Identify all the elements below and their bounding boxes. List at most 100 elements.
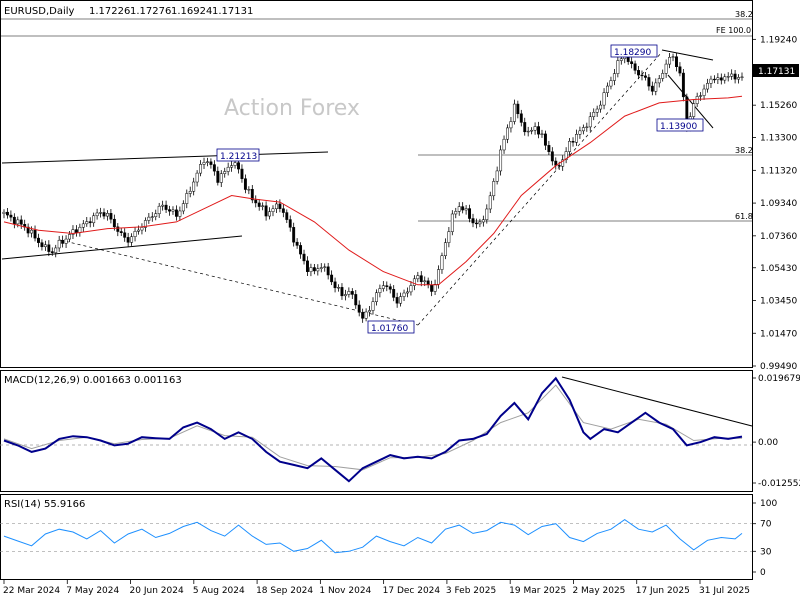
candle-body (171, 209, 175, 212)
candle-body (299, 245, 303, 255)
candle-body (695, 96, 699, 104)
candle-body (330, 274, 334, 283)
candle-body (571, 141, 575, 143)
candle-body (278, 203, 282, 209)
candle-body (126, 237, 130, 243)
macd-tick-label: 0.00 (758, 438, 778, 448)
candle-body (292, 227, 296, 243)
candle (478, 218, 482, 228)
candle-body (71, 229, 75, 235)
candle-body (116, 226, 120, 232)
price-tick-label: 1.11320 (760, 166, 797, 176)
time-tick-label: 31 Jul 2025 (699, 586, 750, 596)
rsi-tick-label: 0 (760, 568, 766, 578)
candle-body (306, 260, 309, 272)
candle-body (733, 73, 737, 80)
candle (299, 242, 303, 259)
candle-body (509, 121, 513, 129)
candle-body (354, 294, 358, 306)
candle (257, 199, 261, 211)
candle (157, 202, 161, 218)
candle (212, 160, 216, 176)
candle (578, 126, 582, 139)
candle-body (633, 63, 637, 71)
candle-body (309, 267, 313, 272)
candle (637, 66, 640, 80)
candle-body (271, 208, 275, 212)
candle-body (499, 149, 503, 172)
candle-body (185, 193, 189, 204)
candle-body (547, 145, 551, 152)
candle (416, 271, 420, 283)
candle (650, 81, 654, 96)
candle (523, 117, 527, 136)
candle-body (233, 162, 237, 166)
candle-body (295, 241, 299, 246)
rsi-panel-border (0, 494, 753, 580)
candle-body (437, 269, 440, 285)
candle-body (447, 231, 451, 243)
candle (2, 209, 6, 219)
candle (323, 263, 327, 272)
candle (171, 206, 175, 215)
candle-body (630, 61, 634, 64)
candle-body (357, 304, 361, 313)
candle (412, 275, 416, 291)
macd-title: MACD(12,26,9) 0.001663 0.001163 (4, 375, 182, 386)
candle (271, 205, 275, 217)
candle (561, 155, 565, 171)
candle-body (154, 213, 158, 217)
candle (71, 225, 75, 239)
price-tick-label: 1.15260 (760, 101, 797, 111)
candle-body (250, 189, 254, 201)
candle-body (709, 78, 713, 84)
candle-body (726, 76, 730, 78)
wedge-lower-line (667, 74, 714, 129)
candle-body (481, 219, 485, 223)
candle-body (174, 209, 178, 217)
rsi-tick-label: 100 (760, 499, 777, 509)
candle (706, 78, 709, 93)
candle-body (312, 267, 316, 272)
candle-body (19, 219, 23, 225)
candle (402, 289, 406, 302)
candle (547, 140, 551, 155)
ohlc-open: 1.17226 (89, 6, 130, 17)
candle (409, 281, 413, 296)
candle (64, 235, 68, 248)
candle (716, 73, 720, 85)
candle (119, 227, 123, 237)
label-1-21213: 1.21213 (220, 152, 257, 162)
candle (226, 162, 230, 176)
candle-body (454, 211, 458, 215)
candle-body (350, 291, 354, 295)
candle-body (592, 112, 596, 118)
candle-body (581, 127, 585, 132)
candle-body (526, 130, 530, 133)
candle (661, 69, 665, 82)
candle (616, 56, 620, 78)
candle (681, 69, 685, 102)
candle (585, 122, 589, 132)
candle (285, 209, 289, 224)
candle-body (378, 288, 382, 294)
candle-body (361, 312, 365, 319)
candle-body (78, 226, 82, 233)
candle-body (395, 297, 399, 304)
candle (471, 213, 475, 228)
candle-body (33, 229, 37, 239)
candle (88, 217, 92, 228)
candle (654, 78, 658, 96)
candle-body (595, 108, 599, 113)
price-axis: 1.19240 1.15260 1.13300 1.11320 1.09340 1.073… (752, 35, 797, 372)
candle (219, 170, 223, 188)
candle (309, 263, 313, 277)
candle-body (702, 88, 706, 96)
candle-body (588, 116, 592, 128)
macd-signal-line (3, 384, 742, 471)
candle (543, 130, 547, 150)
candle-body (440, 255, 444, 270)
candle-body (9, 214, 13, 218)
candle-body (523, 122, 527, 133)
candle-body (178, 210, 182, 217)
